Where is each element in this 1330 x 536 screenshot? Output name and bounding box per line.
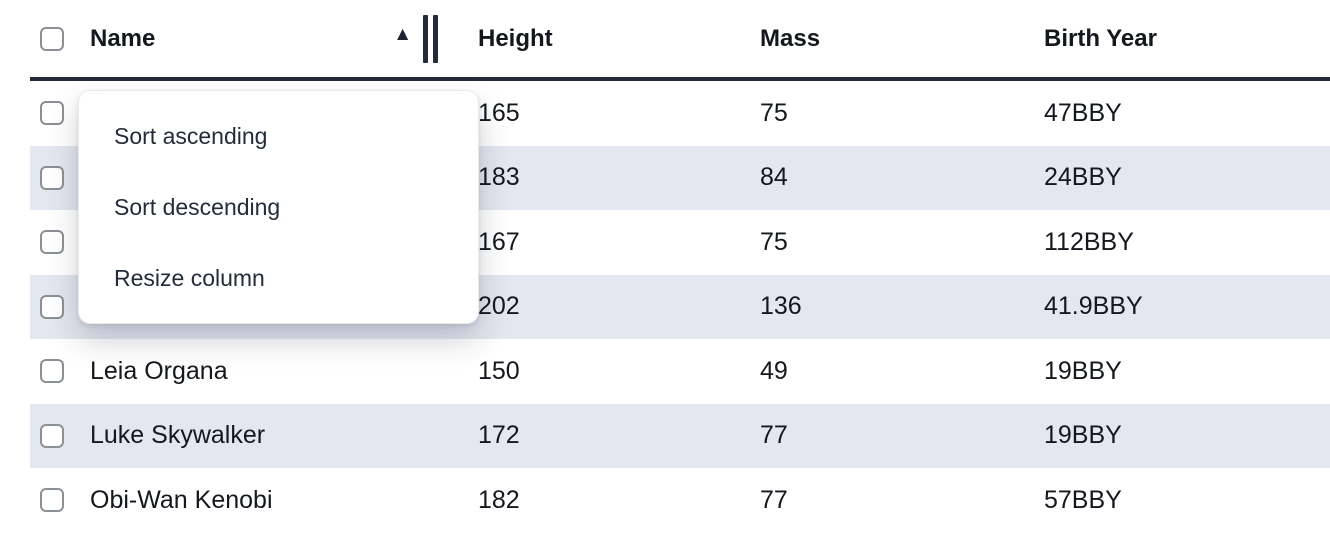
cell-mass: 75 xyxy=(760,227,788,256)
cell-birth-year: 41.9BBY xyxy=(1044,292,1143,321)
row-checkbox[interactable] xyxy=(40,101,64,126)
column-header-birth-year[interactable]: Birth Year xyxy=(1044,24,1157,52)
row-checkbox[interactable] xyxy=(40,165,64,190)
cell-height: 202 xyxy=(478,292,520,321)
cell-height: 172 xyxy=(478,421,520,450)
cell-birth-year: 19BBY xyxy=(1044,356,1122,385)
table-row: 165 75 47BBY xyxy=(30,81,1330,146)
select-all-checkbox[interactable] xyxy=(40,26,64,51)
sort-ascending-icon: ▲ xyxy=(393,24,412,45)
cell-birth-year: 24BBY xyxy=(1044,163,1122,192)
cell-birth-year: 19BBY xyxy=(1044,421,1122,450)
column-context-menu: Sort ascending Sort descending Resize co… xyxy=(78,90,479,324)
cell-name: Obi-Wan Kenobi xyxy=(90,485,273,514)
row-checkbox[interactable] xyxy=(40,294,64,319)
cell-height: 183 xyxy=(478,163,520,192)
table-row: Obi-Wan Kenobi 182 77 57BBY xyxy=(30,468,1330,533)
column-label-name: Name xyxy=(90,24,156,52)
cell-height: 150 xyxy=(478,356,520,385)
table-header: Name ▲ Height Mass Birth Year xyxy=(30,0,1330,81)
cell-birth-year: 57BBY xyxy=(1044,485,1122,514)
cell-height: 167 xyxy=(478,227,520,256)
cell-mass: 77 xyxy=(760,485,788,514)
cell-mass: 49 xyxy=(760,356,788,385)
cell-mass: 84 xyxy=(760,163,788,192)
row-checkbox[interactable] xyxy=(40,423,64,448)
select-all-cell xyxy=(30,26,78,51)
column-header-mass[interactable]: Mass xyxy=(760,24,821,52)
cell-birth-year: 112BBY xyxy=(1044,227,1134,256)
menu-item-sort-descending[interactable]: Sort descending xyxy=(114,194,281,220)
column-header-height[interactable]: Height xyxy=(478,24,553,52)
menu-item-sort-ascending[interactable]: Sort ascending xyxy=(114,123,268,149)
row-checkbox[interactable] xyxy=(40,359,64,384)
row-checkbox[interactable] xyxy=(40,488,64,513)
cell-birth-year: 47BBY xyxy=(1044,98,1122,127)
table-row: Luke Skywalker 172 77 19BBY xyxy=(30,403,1330,468)
table-row: Leia Organa 150 49 19BBY xyxy=(30,339,1330,404)
cell-mass: 77 xyxy=(760,421,788,450)
cell-mass: 136 xyxy=(760,292,802,321)
cell-height: 182 xyxy=(478,485,520,514)
column-header-name[interactable]: Name ▲ xyxy=(78,0,462,77)
column-resize-handle[interactable] xyxy=(423,14,438,63)
cell-height: 165 xyxy=(478,98,520,127)
table-row: 167 75 112BBY xyxy=(30,210,1330,275)
cell-name: Leia Organa xyxy=(90,356,228,385)
menu-item-resize-column[interactable]: Resize column xyxy=(114,265,265,291)
cell-name: Luke Skywalker xyxy=(90,421,266,450)
cell-mass: 75 xyxy=(760,98,788,127)
row-checkbox[interactable] xyxy=(40,230,64,255)
header-row: Name ▲ Height Mass Birth Year xyxy=(30,0,1330,81)
